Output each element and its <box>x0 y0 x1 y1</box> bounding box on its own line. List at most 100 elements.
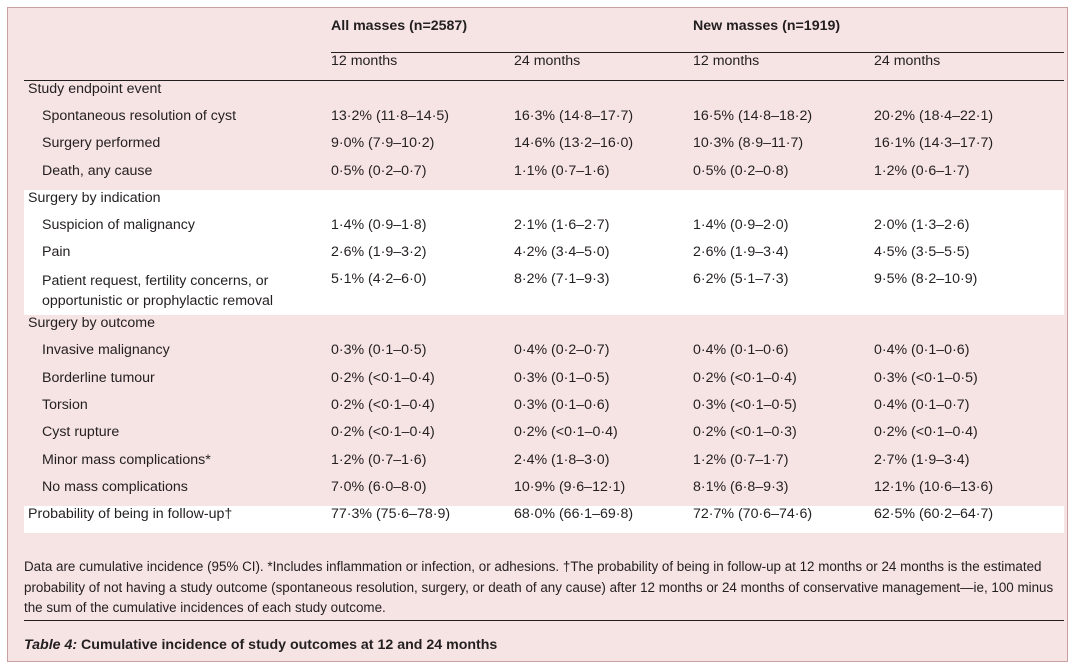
value-cell: 20·2% (18·4–22·1) <box>874 108 994 124</box>
value-cell: 68·0% (66·1–69·8) <box>514 506 693 534</box>
value-cell: 0·4% (0·2–0·7) <box>514 342 610 359</box>
value-cell: 1·1% (0·7–1·6) <box>514 162 610 179</box>
table-row: Borderline tumour 0·2% (<0·1–0·4) 0·3% (0·… <box>24 370 1064 397</box>
value-cell: 0·3% (<0·1–0·5) <box>874 369 978 386</box>
column-header: 12 months <box>693 52 874 81</box>
value-cell: 77·3% (75·6–78·9) <box>331 506 514 534</box>
value-cell: 0·2% (<0·1–0·4) <box>331 397 435 414</box>
value-cell: 4·5% (3·5–5·5) <box>874 244 1064 272</box>
value-cell: 0·2% (<0·1–0·4) <box>514 424 618 441</box>
column-header: 24 months <box>874 52 1064 81</box>
table-row: Torsion 0·2% (<0·1–0·4) 0·3% (0·1–0·6) 0·3%… <box>24 397 1064 424</box>
caption-divider <box>24 620 1064 621</box>
value-cell: 2·7% (1·9–3·4) <box>874 451 970 468</box>
table-row: Cyst rupture 0·2% (<0·1–0·4) 0·2% (<0·1–0·… <box>24 424 1064 451</box>
row-label: Spontaneous resolution of cyst <box>42 108 237 124</box>
value-cell: 1·2% (0·6–1·7) <box>874 162 970 179</box>
table-row: Invasive malignancy 0·3% (0·1–0·5) 0·4% (0… <box>24 342 1064 369</box>
value-cell: 0·2% (<0·1–0·3) <box>693 424 797 441</box>
value-cell: 72·7% (70·6–74·6) <box>693 506 874 534</box>
value-cell: 2·6% (1·9–3·2) <box>331 244 514 272</box>
table-number: Table 4: <box>24 637 78 653</box>
table-row: Minor mass complications* 1·2% (0·7–1·6) 2… <box>24 452 1064 479</box>
section-header-row: Study endpoint event <box>24 81 1064 109</box>
row-label: Surgery performed <box>42 135 161 152</box>
row-label: Minor mass complications* <box>42 451 211 468</box>
group-header-all-masses: All masses (n=2587) <box>331 18 693 53</box>
value-cell: 0·5% (0·2–0·8) <box>693 162 789 179</box>
row-label-line: Patient request, fertility concerns, or <box>42 273 269 290</box>
table-footnote: Data are cumulative incidence (95% CI). … <box>24 559 1054 615</box>
table-caption: Table 4: Cumulative incidence of study o… <box>24 637 497 653</box>
value-cell: 0·2% (<0·1–0·4) <box>331 369 435 386</box>
column-header: 24 months <box>514 52 693 81</box>
value-cell: 0·4% (0·1–0·6) <box>874 342 970 359</box>
table-row: Pain 2·6% (1·9–3·2) 4·2% (3·4–5·0) 2·6% (1·… <box>24 244 1064 272</box>
section-header-row: Surgery by indication <box>24 189 1064 217</box>
value-cell: 0·4% (0·1–0·6) <box>693 342 789 359</box>
value-cell: 5·1% (4·2–6·0) <box>331 271 514 316</box>
column-header-row: 12 months 24 months 12 months 24 months <box>24 52 1064 81</box>
value-cell: 8·1% (6·8–9·3) <box>693 478 789 495</box>
value-cell: 9·0% (7·9–10·2) <box>331 135 435 152</box>
value-cell: 0·4% (0·1–0·7) <box>874 397 970 414</box>
row-label: Invasive malignancy <box>42 342 170 359</box>
table-row: No mass complications 7·0% (6·0–8·0) 10·9%… <box>24 479 1064 506</box>
group-header-new-masses: New masses (n=1919) <box>693 18 1064 53</box>
row-label: Probability of being in follow-up† <box>24 506 331 534</box>
group-header-row: All masses (n=2587) New masses (n=1919) <box>24 18 1064 53</box>
table-panel: All masses (n=2587) New masses (n=1919) … <box>7 7 1068 662</box>
row-label: Patient request, fertility concerns, or o… <box>24 271 331 316</box>
value-cell: 13·2% (11·8–14·5) <box>331 108 450 124</box>
value-cell: 62·5% (60·2–64·7) <box>874 506 1064 534</box>
value-cell: 0·3% (0·1–0·5) <box>514 369 610 386</box>
row-label: No mass complications <box>42 478 188 495</box>
row-label: Death, any cause <box>42 162 153 179</box>
column-header: 12 months <box>331 52 514 81</box>
results-table: All masses (n=2587) New masses (n=1919) … <box>24 18 1064 534</box>
value-cell: 8·2% (7·1–9·3) <box>514 271 693 316</box>
section-title: Study endpoint event <box>28 81 162 97</box>
section-title: Surgery by outcome <box>28 315 155 332</box>
value-cell: 0·3% (0·1–0·6) <box>514 397 610 414</box>
row-label: Borderline tumour <box>42 369 155 386</box>
value-cell: 4·2% (3·4–5·0) <box>514 244 693 272</box>
table-row: Spontaneous resolution of cyst 13·2% (11·… <box>24 108 1064 135</box>
section-header-row: Surgery by outcome <box>24 315 1064 342</box>
value-cell: 16·5% (14·8–18·2) <box>693 108 813 124</box>
row-label: Cyst rupture <box>42 424 120 441</box>
value-cell: 0·3% (0·1–0·5) <box>331 342 427 359</box>
row-label: Suspicion of malignancy <box>24 216 331 245</box>
table-row: Surgery performed 9·0% (7·9–10·2) 14·6% (1… <box>24 135 1064 162</box>
table-row: Death, any cause 0·5% (0·2–0·7) 1·1% (0·7–… <box>24 163 1064 190</box>
section-title: Surgery by indication <box>24 189 1064 217</box>
row-label-line: opportunistic or prophylactic removal <box>42 293 274 310</box>
value-cell: 10·9% (9·6–12·1) <box>514 478 626 495</box>
value-cell: 14·6% (13·2–16·0) <box>514 135 634 152</box>
value-cell: 0·2% (<0·1–0·4) <box>874 424 978 441</box>
value-cell: 1·2% (0·7–1·7) <box>693 451 789 468</box>
table-row: Suspicion of malignancy 1·4% (0·9–1·8) 2·1… <box>24 216 1064 245</box>
value-cell: 1·2% (0·7–1·6) <box>331 451 427 468</box>
value-cell: 9·5% (8·2–10·9) <box>874 271 1064 316</box>
value-cell: 0·2% (<0·1–0·4) <box>693 369 797 386</box>
value-cell: 6·2% (5·1–7·3) <box>693 271 874 316</box>
row-label: Torsion <box>42 397 88 414</box>
value-cell: 16·1% (14·3–17·7) <box>874 135 994 152</box>
value-cell: 2·1% (1·6–2·7) <box>514 216 693 245</box>
probability-row: Probability of being in follow-up† 77·3% … <box>24 506 1064 534</box>
value-cell: 0·5% (0·2–0·7) <box>331 162 427 179</box>
table-title: Cumulative incidence of study outcomes a… <box>81 637 498 653</box>
value-cell: 10·3% (8·9–11·7) <box>693 135 804 152</box>
value-cell: 1·4% (0·9–1·8) <box>331 216 514 245</box>
value-cell: 0·3% (<0·1–0·5) <box>693 397 797 414</box>
value-cell: 1·4% (0·9–2·0) <box>693 216 874 245</box>
value-cell: 2·0% (1·3–2·6) <box>874 216 1064 245</box>
value-cell: 2·4% (1·8–3·0) <box>514 451 610 468</box>
value-cell: 2·6% (1·9–3·4) <box>693 244 874 272</box>
table-row: Patient request, fertility concerns, or o… <box>24 271 1064 316</box>
value-cell: 16·3% (14·8–17·7) <box>514 108 634 124</box>
value-cell: 0·2% (<0·1–0·4) <box>331 424 435 441</box>
value-cell: 12·1% (10·6–13·6) <box>874 478 994 495</box>
value-cell: 7·0% (6·0–8·0) <box>331 478 427 495</box>
